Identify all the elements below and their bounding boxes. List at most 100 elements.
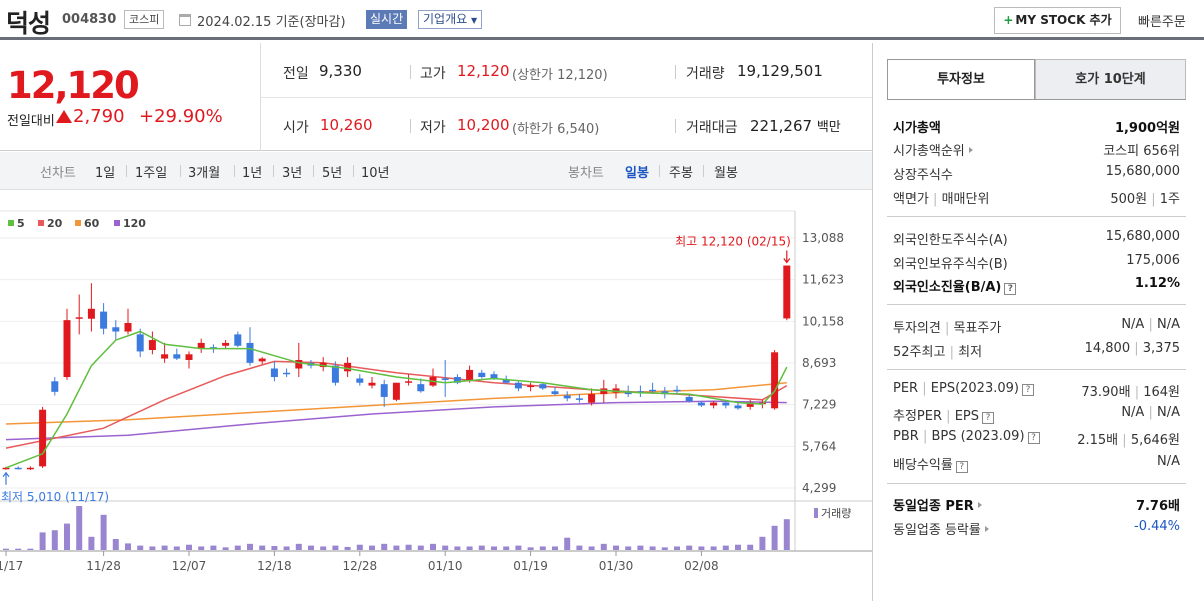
- plus-icon: +: [1003, 13, 1014, 27]
- volume-bar: [88, 536, 95, 550]
- help-icon[interactable]: ?: [955, 461, 968, 473]
- tab-investment-info[interactable]: 투자정보: [887, 59, 1035, 100]
- volume-bar: [173, 546, 180, 550]
- period-3m[interactable]: 3개월: [188, 166, 221, 181]
- realtime-button[interactable]: 실시간: [366, 10, 408, 29]
- volume-bar: [320, 546, 327, 550]
- candle-body: [246, 342, 254, 363]
- volume-bar: [442, 545, 449, 550]
- foreign-limit-value: 15,680,000: [1105, 229, 1180, 244]
- candle-body: [551, 391, 559, 395]
- volume-bar: [125, 543, 131, 550]
- volume-bar: [369, 545, 375, 550]
- help-icon[interactable]: ?: [1004, 283, 1017, 295]
- help-icon[interactable]: ?: [982, 412, 994, 424]
- candle-body: [136, 334, 144, 352]
- legend-label: 5: [17, 217, 25, 230]
- prev-close-label: 전일: [283, 66, 309, 82]
- candle-body: [283, 372, 291, 375]
- volume-bar: [600, 543, 607, 550]
- market-cap-rank-label[interactable]: 시가총액순위: [893, 140, 973, 159]
- candle-body: [588, 394, 596, 403]
- volume-bar: [381, 543, 388, 550]
- candle-body: [14, 467, 22, 470]
- volume-bar: [210, 545, 217, 550]
- volume-bar: [247, 543, 253, 550]
- volume-bar: [3, 548, 9, 550]
- foreign-ratio-value: 1.12%: [1134, 276, 1180, 291]
- volume-bar: [783, 519, 790, 550]
- candle-body: [2, 467, 10, 470]
- candle-body: [295, 359, 303, 369]
- candle-body: [234, 334, 242, 346]
- legend-label: 120: [123, 217, 146, 230]
- volume-bar: [295, 543, 302, 550]
- compare-label: 전일대비: [7, 114, 55, 129]
- y-tick-label: 8,693: [802, 356, 836, 370]
- candle-body: [148, 340, 156, 351]
- calendar-icon: [179, 14, 191, 26]
- volume-bar: [15, 548, 22, 550]
- low-arrow: [2, 471, 10, 485]
- candle-body: [502, 379, 510, 383]
- help-icon[interactable]: ?: [1027, 432, 1040, 444]
- x-tick-label: 01/10: [428, 559, 463, 573]
- candle-body: [112, 327, 120, 332]
- sector-per-value: 7.76배: [1135, 499, 1180, 514]
- volume-bar: [112, 539, 119, 550]
- volume-bar: [271, 546, 278, 550]
- candle-daily[interactable]: 일봉: [625, 166, 649, 181]
- opinion-label: 투자의견 | 목표주가: [893, 321, 1002, 336]
- current-price: 12,120: [7, 64, 140, 107]
- low-value: 10,200: [457, 116, 510, 134]
- stock-code: 004830: [62, 12, 117, 27]
- candle-body: [270, 368, 278, 378]
- volume-bar: [100, 514, 107, 550]
- period-1d[interactable]: 1일: [95, 166, 116, 181]
- candle-body: [441, 378, 449, 380]
- candle-monthly[interactable]: 월봉: [714, 166, 738, 181]
- period-10y[interactable]: 10년: [361, 166, 390, 181]
- help-icon[interactable]: ?: [1021, 384, 1034, 396]
- week52-label: 52주최고 | 최저: [893, 345, 983, 360]
- candle-body: [734, 405, 742, 409]
- volume-bar: [64, 523, 70, 550]
- line-chart-label: 선차트: [40, 166, 76, 181]
- candlestick-chart: 13,088 11,623 10,158 8,693 7,229 5,764 4,299 5 2…: [0, 191, 872, 601]
- candle-weekly[interactable]: 주봉: [669, 166, 693, 181]
- price-date: 2024.02.15 기준(장마감): [197, 15, 346, 30]
- period-1w[interactable]: 1주일: [135, 166, 168, 181]
- par-value-value: 500원 | 1주: [1110, 192, 1180, 207]
- period-3y[interactable]: 3년: [282, 166, 303, 181]
- volume-bar: [686, 545, 693, 550]
- volume-bar: [649, 546, 656, 550]
- volume-bar: [564, 537, 571, 550]
- mystock-add-button[interactable]: + MY STOCK 추가: [994, 7, 1121, 34]
- candle-body: [368, 382, 376, 386]
- sector-per-label[interactable]: 동일업종 PER: [893, 495, 982, 514]
- period-1y[interactable]: 1년: [242, 166, 263, 181]
- low-label: 저가: [420, 120, 446, 136]
- candle-body: [710, 402, 718, 406]
- x-tick-label: 02/08: [684, 559, 719, 573]
- amount-value: 221,267 백만: [750, 117, 841, 135]
- volume-bar: [491, 546, 497, 550]
- period-5y[interactable]: 5년: [322, 166, 343, 181]
- candle-body: [453, 377, 461, 383]
- legend-label: 60: [84, 217, 100, 230]
- volume-bar: [722, 545, 729, 550]
- market-cap-label: 시가총액: [893, 121, 941, 136]
- dividend-value: N/A: [1157, 454, 1180, 469]
- tab-hoga-10[interactable]: 호가 10단계: [1035, 59, 1186, 100]
- company-overview-button[interactable]: 기업개요 ▼: [418, 10, 483, 29]
- volume-bar: [283, 546, 290, 550]
- foreign-limit-label: 외국인한도주식수(A): [893, 233, 1008, 248]
- sector-change-label[interactable]: 동일업종 등락률: [893, 519, 989, 538]
- y-tick-label: 7,229: [802, 398, 836, 412]
- quick-order-link[interactable]: 빠른주문: [1138, 15, 1186, 30]
- volume-bar: [344, 546, 351, 550]
- legend-swatch: [114, 220, 120, 226]
- candle-body: [185, 354, 193, 360]
- y-tick-label: 10,158: [802, 314, 844, 328]
- volume-bar: [76, 506, 83, 550]
